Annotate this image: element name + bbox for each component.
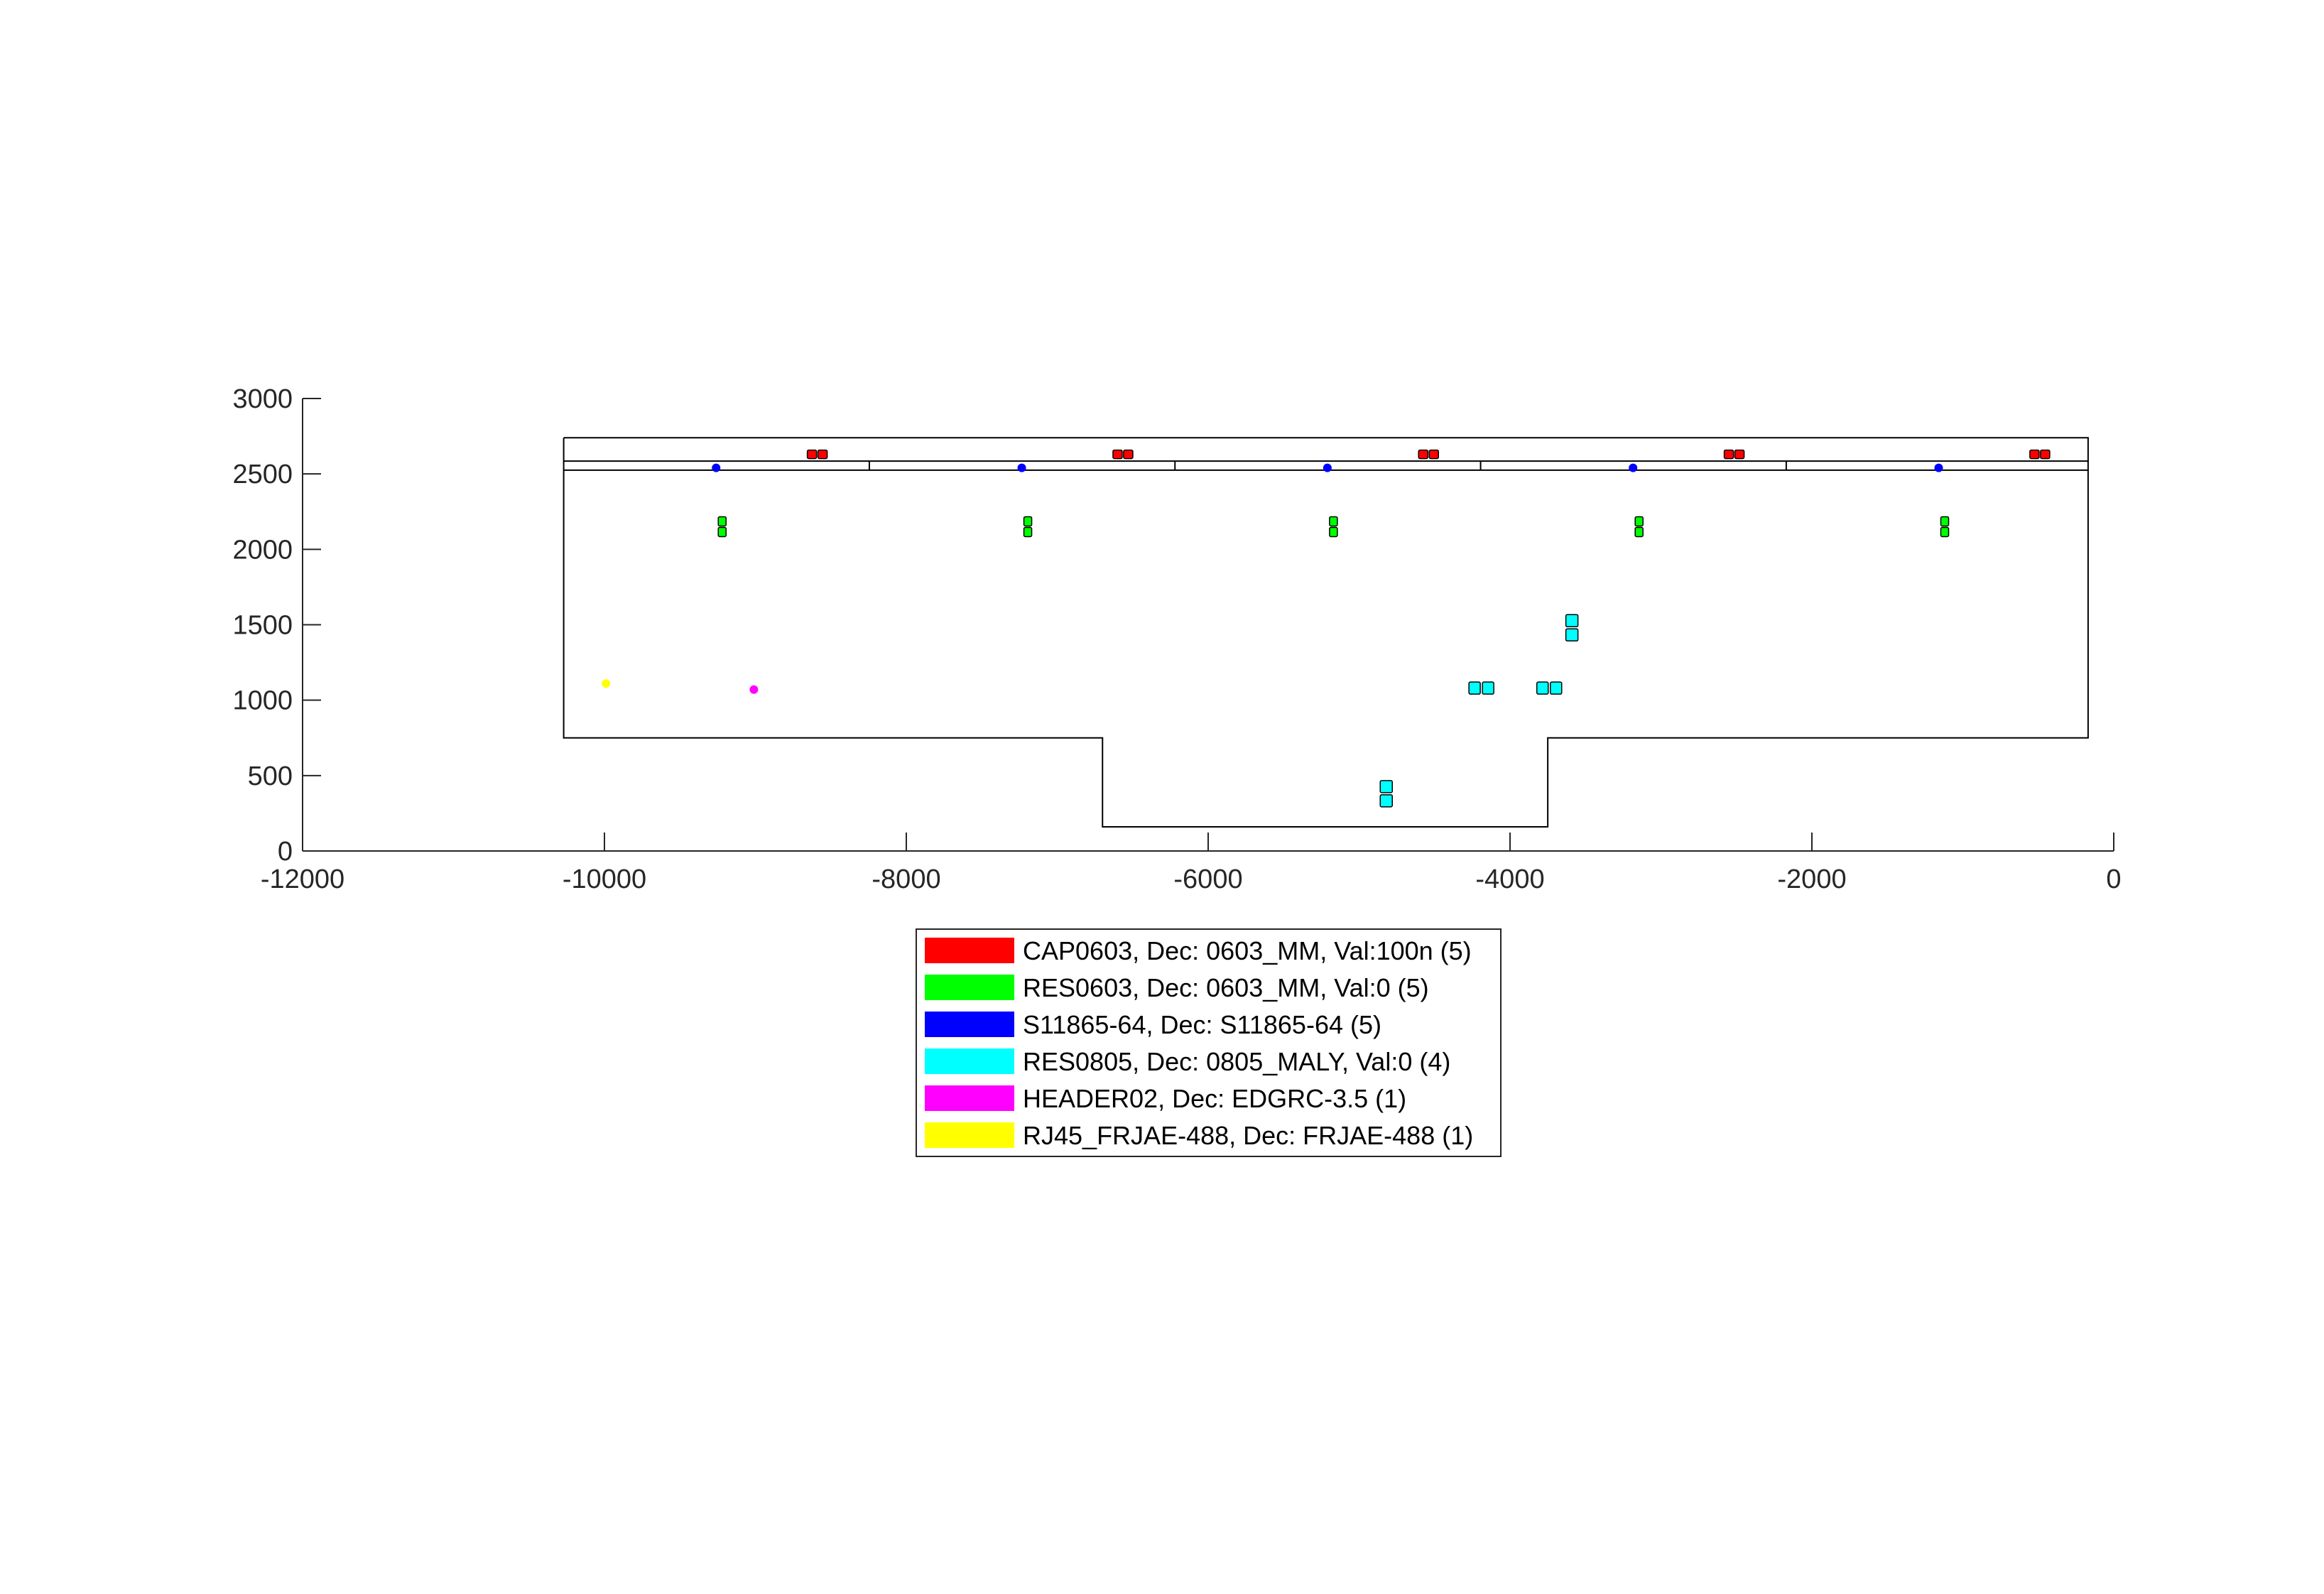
legend-swatch [925,938,1014,963]
res0805-footprint [1468,681,1494,695]
pad [1482,681,1494,695]
pad [1565,614,1579,627]
component-point [712,463,721,472]
pad [1468,681,1481,695]
res0603-footprint [1634,516,1644,538]
legend-entry-label: S11865-64, Dec: S11865-64 (5) [1023,1010,1381,1039]
pad [717,526,727,538]
axes: -12000 -10000 -8000 -6000 -4000 -2000 0 0 500 10… [232,384,2121,894]
component-point [1017,463,1026,472]
y-tick-label: 0 [278,837,293,867]
legend-entry-label: RES0603, Dec: 0603_MM, Val:0 (5) [1023,973,1429,1002]
legend-entry-label: RES0805, Dec: 0805_MALY, Val:0 (4) [1023,1047,1450,1076]
pad [1734,449,1745,460]
pad [1550,681,1563,695]
pad [1940,526,1950,538]
legend-swatch [925,1085,1014,1111]
res0805-footprint [1379,780,1393,808]
pad [806,449,818,460]
y-tick-label: 1500 [232,611,293,641]
pad [1329,526,1338,538]
res0603-footprint [1329,516,1338,538]
pad [1379,794,1393,808]
component-point [602,679,611,688]
component-point [1629,463,1638,472]
pad [1536,681,1549,695]
y-tick-label: 1000 [232,686,293,716]
res0805-footprint [1536,681,1563,695]
legend-swatch [925,1012,1014,1037]
legend-swatch [925,1048,1014,1074]
legend: CAP0603, Dec: 0603_MM, Val:100n (5) RES06… [916,928,1502,1157]
legend-swatch [925,1122,1014,1148]
pad [1940,516,1950,527]
x-tick-label: 0 [2106,864,2121,894]
pad [1329,516,1338,527]
pad [1123,449,1134,460]
res0603-footprint [717,516,727,538]
res0805-footprint [1565,614,1579,641]
y-tick-label: 3000 [232,384,293,414]
cap0603-footprint [2029,449,2051,460]
legend-entry-label: CAP0603, Dec: 0603_MM, Val:100n (5) [1023,936,1472,965]
x-tick-label: -2000 [1777,864,1846,894]
x-tick-label: -6000 [1173,864,1242,894]
x-tick-label: -8000 [872,864,940,894]
cap0603-footprint [1418,449,1439,460]
pad [817,449,828,460]
res0603-footprint [1940,516,1950,538]
res0603-footprint [1023,516,1033,538]
x-tick-label: -4000 [1475,864,1544,894]
pad [1634,516,1644,527]
pad [1565,628,1579,641]
cap0603-footprint [1112,449,1134,460]
pad [2040,449,2051,460]
pad [2029,449,2040,460]
pad [1418,449,1428,460]
pad [1023,516,1033,527]
y-tick-label: 2500 [232,460,293,489]
component-marks [602,449,2051,808]
y-ticks: 0 500 1000 1500 2000 2500 3000 [232,384,321,867]
board-outline [563,437,2089,828]
legend-swatch [925,975,1014,1000]
legend-entry-label: HEADER02, Dec: EDGRC-3.5 (1) [1023,1084,1406,1113]
x-tick-label: -10000 [563,864,646,894]
pad [717,516,727,527]
component-point [1934,463,1943,472]
legend-entry-label: RJ45_FRJAE-488, Dec: FRJAE-488 (1) [1023,1121,1473,1150]
y-tick-label: 500 [248,761,293,791]
cap0603-footprint [806,449,828,460]
pad [1379,780,1393,793]
component-point [749,685,759,694]
component-point [1323,463,1332,472]
pad [1023,526,1033,538]
cap0603-footprint [1723,449,1745,460]
legend-box [916,928,1502,1157]
x-ticks: -12000 -10000 -8000 -6000 -4000 -2000 0 [261,833,2122,894]
pad [1723,449,1734,460]
y-tick-label: 2000 [232,535,293,565]
pad [1634,526,1644,538]
pad [1428,449,1439,460]
pad [1112,449,1123,460]
x-tick-label: -12000 [261,864,344,894]
